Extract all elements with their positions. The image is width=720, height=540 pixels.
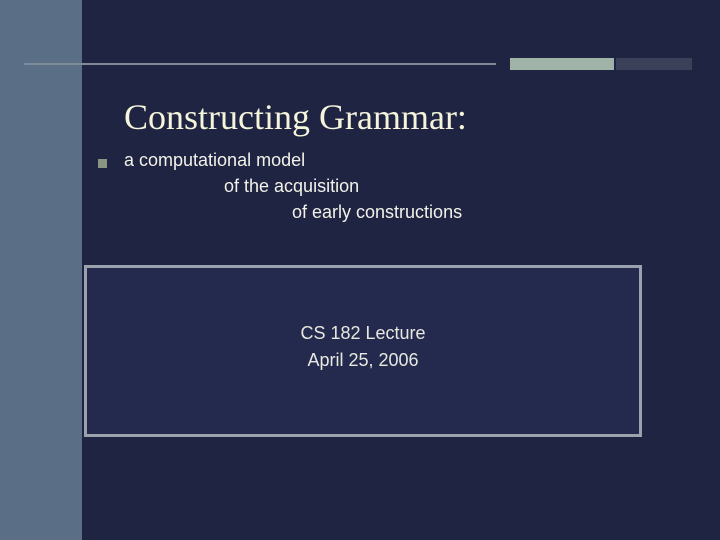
lecture-date: April 25, 2006 [87, 350, 639, 371]
accent-bar-dark [616, 58, 692, 70]
horizontal-rule [24, 63, 496, 65]
sidebar-accent [0, 0, 82, 540]
lecture-course: CS 182 Lecture [87, 323, 639, 344]
subtitle-line-1: a computational model [124, 150, 305, 171]
bullet-marker [98, 159, 107, 168]
subtitle-line-2: of the acquisition [224, 176, 359, 197]
lecture-info-box: CS 182 Lecture April 25, 2006 [84, 265, 642, 437]
accent-bar-light [510, 58, 614, 70]
slide-title: Constructing Grammar: [124, 96, 467, 138]
subtitle-line-3: of early constructions [292, 202, 462, 223]
slide: Constructing Grammar: a computational mo… [0, 0, 720, 540]
